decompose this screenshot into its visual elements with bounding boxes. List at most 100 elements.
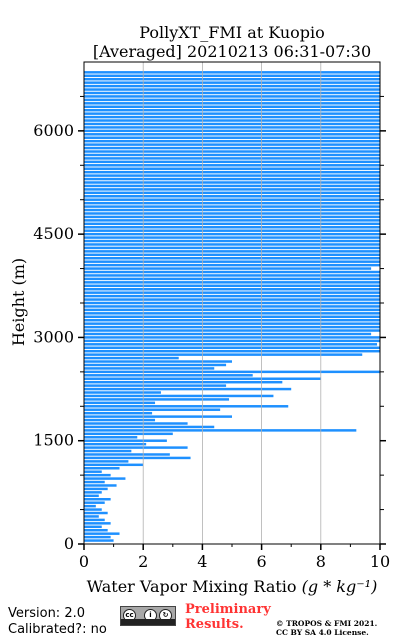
profile-bar [84, 277, 380, 281]
profile-bar [84, 88, 380, 91]
y-axis: 0 1500 3000 4500 6000 [33, 95, 386, 553]
profile-bar [84, 467, 120, 470]
x-tick-label: 0 [79, 552, 89, 571]
preliminary-line-2: Results. [185, 617, 244, 632]
profile-bar [84, 91, 380, 95]
license-bar [121, 619, 175, 625]
profile-bar [84, 473, 111, 477]
profile-bar [84, 284, 380, 288]
profile-bar [84, 460, 129, 463]
profile-bar [84, 343, 378, 346]
chart-subtitle: [Averaged] 20210213 06:31-07:30 [93, 42, 371, 61]
profile-bar [84, 491, 102, 494]
profile-bar [84, 528, 108, 532]
profile-bar [84, 336, 380, 339]
profile-bar [84, 477, 126, 480]
profile-bar [84, 339, 380, 343]
profile-bar [84, 322, 380, 325]
profile-bar [84, 108, 380, 112]
profile-bar [84, 102, 380, 105]
y-tick-label: 0 [64, 534, 74, 553]
profile-bar [84, 374, 253, 377]
profile-bar [84, 281, 380, 284]
profile-bar [84, 353, 363, 356]
profile-bar [84, 487, 108, 491]
profile-bar [84, 270, 380, 274]
profile-bar [84, 360, 232, 363]
profile-bar [84, 442, 147, 446]
profile-bar [84, 463, 144, 467]
x-tick-label: 6 [257, 552, 267, 571]
profile-bar [84, 408, 221, 411]
profile-bar [84, 115, 380, 119]
profile-bar [84, 263, 380, 267]
profile-bar [84, 367, 215, 370]
profile-bar [84, 229, 380, 232]
profile-bar [84, 126, 380, 129]
profile-bar [84, 257, 380, 260]
profile-bar [84, 498, 111, 501]
profile-bar [84, 184, 380, 188]
profile-bar [84, 287, 380, 291]
profile-bar [84, 415, 232, 418]
x-tick-label: 8 [316, 552, 326, 571]
profile-bar [84, 315, 380, 319]
profile-bar [84, 398, 230, 401]
profile-bar [84, 308, 380, 312]
profile-bar [84, 232, 380, 236]
profile-bar [84, 157, 380, 160]
profile-bar [84, 243, 380, 246]
profile-bar [84, 422, 188, 425]
profile-bar [84, 470, 102, 473]
profile-bar [84, 105, 380, 108]
profile-bar [84, 439, 167, 442]
profile-bar [84, 212, 380, 215]
profile-bar [84, 129, 380, 133]
profile-bar [84, 77, 380, 81]
profile-bar [84, 201, 380, 205]
cc-by-sa-icon: cc i ↻ [120, 606, 176, 626]
profile-bar [84, 480, 105, 484]
plot-area [84, 71, 380, 542]
profile-bar [84, 453, 170, 456]
profile-bar [84, 405, 289, 408]
profile-bar [84, 150, 380, 153]
profile-bar [84, 139, 380, 143]
profile-bar [84, 525, 102, 529]
profile-bar [84, 198, 380, 201]
profile-bar [84, 332, 372, 336]
profile-bar [84, 236, 380, 239]
profile-bar [84, 298, 380, 301]
profile-bar [84, 291, 380, 294]
profile-bar [84, 181, 380, 184]
profile-bar [84, 436, 138, 439]
profile-bar [84, 188, 380, 191]
profile-bar [84, 318, 380, 322]
y-tick-label: 6000 [33, 121, 74, 140]
x-axis-label-text: Water Vapor Mixing Ratio [87, 577, 302, 596]
copyright-notice: © TROPOS & FMI 2021. CC BY SA 4.0 Licens… [276, 619, 377, 637]
y-tick-label: 4500 [33, 224, 74, 243]
profile-bar [84, 539, 114, 542]
profile-bar [84, 122, 380, 126]
profile-bar [84, 394, 274, 398]
profile-bar [84, 95, 380, 98]
profile-bar [84, 170, 380, 174]
profile-bar [84, 511, 108, 515]
preliminary-notice: Preliminary Results. [185, 602, 271, 632]
profile-bar [84, 356, 179, 360]
profile-bar [84, 329, 380, 332]
profile-bar [84, 239, 380, 243]
profile-bar [84, 246, 380, 250]
profile-bar [84, 370, 380, 374]
profile-bar [84, 253, 380, 257]
y-axis-label: Height (m) [9, 258, 28, 346]
copyright-line-2: CC BY SA 4.0 License. [276, 628, 369, 637]
profile-bar [84, 167, 380, 170]
profile-bar [84, 349, 380, 353]
copyright-line-1: © TROPOS & FMI 2021. [276, 619, 378, 628]
profile-bar [84, 425, 215, 429]
profile-bar [84, 160, 380, 164]
profile-bar [84, 449, 132, 453]
profile-bar [84, 267, 372, 270]
